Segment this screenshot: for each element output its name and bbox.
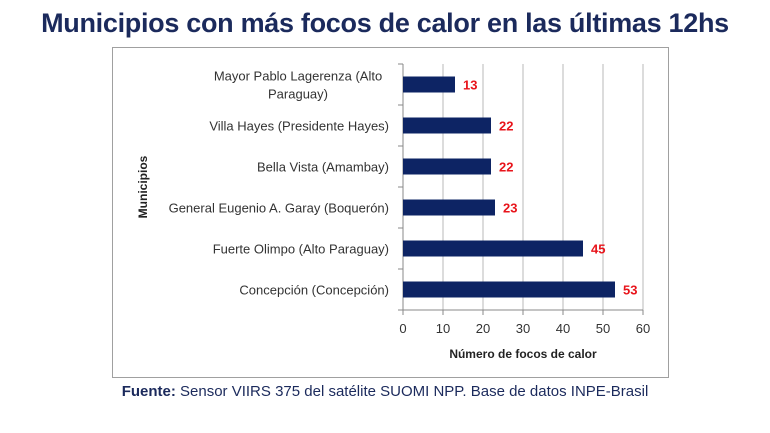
source-label: Fuente:	[121, 383, 176, 400]
bar	[403, 240, 583, 257]
data-label: 22	[499, 160, 513, 175]
data-label: 13	[463, 78, 477, 93]
source-text: Sensor VIIRS 375 del satélite SUOMI NPP.…	[175, 383, 649, 400]
data-label: 23	[503, 201, 517, 216]
data-label: 45	[591, 242, 605, 257]
x-tick-label: 0	[399, 321, 406, 336]
x-tick-label: 10	[436, 321, 450, 336]
bar	[403, 76, 455, 93]
x-tick-label: 50	[596, 321, 610, 336]
bar	[403, 158, 491, 175]
bar	[403, 199, 495, 216]
chart-frame	[112, 47, 669, 378]
x-tick-label: 30	[516, 321, 530, 336]
category-label: Mayor Pablo Lagerenza (Alto	[214, 69, 382, 84]
category-label: Fuerte Olimpo (Alto Paraguay)	[213, 242, 389, 257]
chart-title: Municipios con más focos de calor en las…	[41, 8, 729, 38]
y-axis-title: Municipios	[136, 155, 150, 218]
source-note: Fuente: Sensor VIIRS 375 del satélite SU…	[0, 383, 770, 400]
x-tick-label: 40	[556, 321, 570, 336]
bar	[403, 117, 491, 134]
category-label: Villa Hayes (Presidente Hayes)	[209, 119, 389, 134]
category-label: Paraguay)	[268, 87, 328, 102]
category-label: General Eugenio A. Garay (Boquerón)	[169, 201, 389, 216]
x-tick-label: 20	[476, 321, 490, 336]
category-label: Concepción (Concepción)	[239, 283, 389, 298]
x-axis-title: Número de focos de calor	[449, 347, 597, 361]
category-label: Bella Vista (Amambay)	[257, 160, 389, 175]
data-label: 22	[499, 119, 513, 134]
bar	[403, 281, 615, 298]
x-tick-label: 60	[636, 321, 650, 336]
data-label: 53	[623, 283, 637, 298]
